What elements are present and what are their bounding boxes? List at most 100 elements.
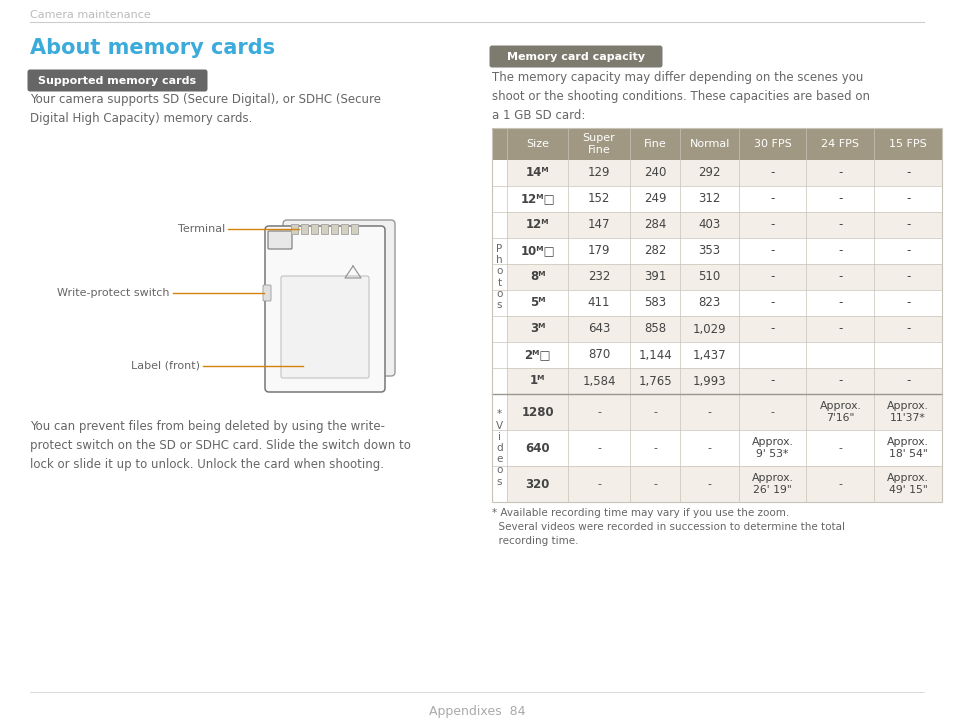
- Text: -: -: [905, 245, 909, 258]
- Text: -: -: [770, 218, 774, 232]
- Text: -: -: [770, 323, 774, 336]
- Text: 30 FPS: 30 FPS: [753, 139, 791, 149]
- Text: -: -: [905, 297, 909, 310]
- Text: 858: 858: [643, 323, 665, 336]
- Text: -: -: [905, 323, 909, 336]
- Text: -: -: [905, 271, 909, 284]
- Bar: [506, 160, 941, 186]
- Text: 870: 870: [587, 348, 609, 361]
- Bar: [351, 224, 357, 234]
- Text: 249: 249: [643, 192, 665, 205]
- Text: Appendixes  84: Appendixes 84: [428, 705, 525, 718]
- Text: -: -: [770, 407, 774, 417]
- Text: 282: 282: [643, 245, 665, 258]
- Text: -: -: [905, 218, 909, 232]
- Text: -: -: [770, 374, 774, 387]
- Text: Approx.
18' 54": Approx. 18' 54": [886, 437, 928, 459]
- Text: 1,029: 1,029: [692, 323, 725, 336]
- Text: 10ᴹ□: 10ᴹ□: [519, 245, 555, 258]
- Text: -: -: [707, 479, 711, 489]
- Text: Approx.
9' 53*: Approx. 9' 53*: [751, 437, 793, 459]
- Text: -: -: [838, 479, 841, 489]
- Text: 1ᴹ: 1ᴹ: [529, 374, 545, 387]
- Text: 1,765: 1,765: [638, 374, 671, 387]
- Text: 583: 583: [643, 297, 665, 310]
- Text: -: -: [597, 443, 600, 453]
- Text: 1,584: 1,584: [581, 374, 615, 387]
- Text: Approx.
11'37*: Approx. 11'37*: [886, 401, 928, 423]
- Text: 129: 129: [587, 166, 610, 179]
- Text: 353: 353: [698, 245, 720, 258]
- Text: -: -: [838, 323, 841, 336]
- Text: 14ᴹ: 14ᴹ: [525, 166, 549, 179]
- Bar: [311, 224, 317, 234]
- Text: -: -: [838, 218, 841, 232]
- Text: About memory cards: About memory cards: [30, 38, 274, 58]
- Text: Your camera supports SD (Secure Digital), or SDHC (Secure
Digital High Capacity): Your camera supports SD (Secure Digital)…: [30, 93, 380, 125]
- Text: -: -: [597, 479, 600, 489]
- Text: Approx.
7'16": Approx. 7'16": [819, 401, 861, 423]
- FancyBboxPatch shape: [281, 276, 369, 378]
- Text: Camera maintenance: Camera maintenance: [30, 10, 151, 20]
- Text: *
V
i
d
e
o
s: * V i d e o s: [496, 410, 502, 487]
- Text: -: -: [905, 374, 909, 387]
- Bar: [506, 394, 941, 430]
- Text: -: -: [838, 443, 841, 453]
- FancyBboxPatch shape: [489, 45, 661, 68]
- Bar: [506, 238, 941, 264]
- FancyBboxPatch shape: [283, 220, 395, 376]
- Text: 320: 320: [525, 477, 549, 490]
- Text: 2ᴹ□: 2ᴹ□: [524, 348, 550, 361]
- Bar: [492, 128, 941, 502]
- Bar: [506, 186, 941, 212]
- Text: 510: 510: [698, 271, 720, 284]
- Text: 292: 292: [698, 166, 720, 179]
- Text: -: -: [770, 166, 774, 179]
- Bar: [506, 290, 941, 316]
- Text: Write-protect switch: Write-protect switch: [57, 288, 170, 298]
- Text: 15 FPS: 15 FPS: [888, 139, 926, 149]
- Text: 391: 391: [643, 271, 665, 284]
- Bar: [506, 466, 941, 502]
- Bar: [506, 368, 941, 394]
- Text: -: -: [770, 297, 774, 310]
- Text: -: -: [707, 443, 711, 453]
- Bar: [506, 316, 941, 342]
- Text: 147: 147: [587, 218, 610, 232]
- Text: You can prevent files from being deleted by using the write-
protect switch on t: You can prevent files from being deleted…: [30, 420, 411, 471]
- Text: -: -: [905, 166, 909, 179]
- Text: Approx.
26' 19": Approx. 26' 19": [751, 473, 793, 495]
- FancyBboxPatch shape: [265, 226, 385, 392]
- Text: 8ᴹ: 8ᴹ: [529, 271, 545, 284]
- Bar: [506, 264, 941, 290]
- Text: 1280: 1280: [520, 405, 554, 418]
- Text: 240: 240: [643, 166, 665, 179]
- Text: Memory card capacity: Memory card capacity: [506, 52, 644, 61]
- Text: 1,144: 1,144: [638, 348, 671, 361]
- Text: 312: 312: [698, 192, 720, 205]
- Text: 643: 643: [587, 323, 610, 336]
- Bar: [492, 128, 941, 160]
- Text: -: -: [838, 271, 841, 284]
- Text: 403: 403: [698, 218, 720, 232]
- Text: 640: 640: [525, 441, 549, 454]
- FancyBboxPatch shape: [286, 227, 308, 245]
- Text: * Available recording time may vary if you use the zoom.
  Several videos were r: * Available recording time may vary if y…: [492, 508, 844, 546]
- Text: -: -: [838, 192, 841, 205]
- Text: Terminal: Terminal: [177, 224, 225, 234]
- Text: -: -: [838, 245, 841, 258]
- Text: 179: 179: [587, 245, 610, 258]
- Text: 823: 823: [698, 297, 720, 310]
- Text: Size: Size: [525, 139, 549, 149]
- FancyBboxPatch shape: [28, 70, 208, 91]
- Bar: [506, 430, 941, 466]
- Bar: [331, 224, 337, 234]
- Text: 24 FPS: 24 FPS: [821, 139, 859, 149]
- Text: -: -: [838, 166, 841, 179]
- Text: -: -: [653, 479, 657, 489]
- Text: Fine: Fine: [643, 139, 666, 149]
- Bar: [320, 224, 328, 234]
- Text: 12ᴹ□: 12ᴹ□: [519, 192, 555, 205]
- Text: 152: 152: [587, 192, 610, 205]
- Bar: [340, 224, 348, 234]
